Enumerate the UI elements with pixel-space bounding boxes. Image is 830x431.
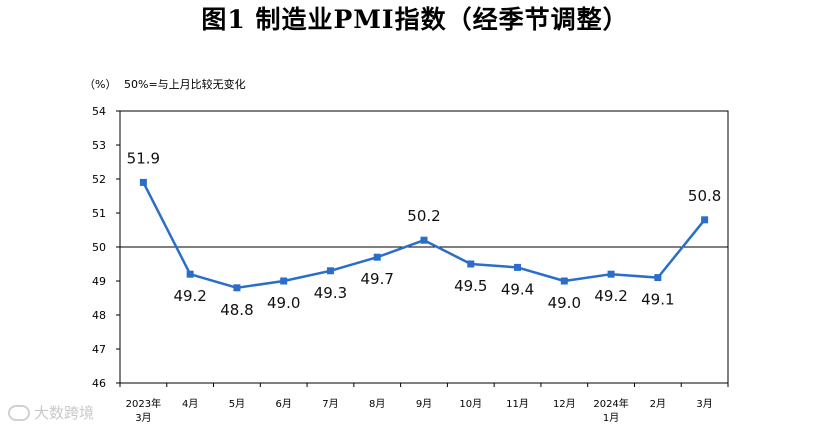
data-point-marker (701, 216, 709, 224)
x-tick-label: 2月 (650, 398, 666, 410)
y-tick-label: 47 (92, 343, 106, 356)
x-tick-label: 2023年 (126, 397, 161, 410)
y-tick-label: 50 (92, 241, 106, 254)
x-tick-label: 9月 (416, 398, 432, 410)
pmi-series-line (142, 181, 706, 290)
data-point-marker (186, 270, 194, 278)
x-tick-label: 5月 (229, 398, 245, 410)
x-tick-label: 3月 (696, 398, 712, 410)
watermark: 大数跨境 (8, 402, 94, 423)
data-point-marker (326, 267, 334, 275)
data-label: 49.2 (173, 287, 206, 305)
unit-label: （%） (84, 78, 117, 91)
data-label: 49.0 (548, 294, 581, 312)
data-label: 49.4 (501, 280, 534, 298)
data-point-marker (560, 277, 568, 285)
data-point-marker (280, 277, 288, 285)
y-tick-label: 52 (92, 173, 106, 186)
data-label: 49.5 (454, 277, 487, 295)
watermark-logo-icon (8, 404, 30, 421)
x-tick-label: 3月 (135, 412, 151, 424)
data-label: 49.0 (267, 294, 300, 312)
data-point-marker (233, 284, 241, 292)
x-tick-label: 12月 (553, 398, 576, 410)
data-point-marker (514, 263, 522, 271)
data-point-marker (607, 270, 615, 278)
watermark-text: 大数跨境 (34, 404, 95, 422)
data-label: 49.7 (361, 270, 394, 288)
y-tick-label: 53 (92, 139, 106, 152)
data-point-marker (139, 178, 147, 186)
data-label: 50.8 (688, 187, 721, 205)
x-tick-label: 2024年 (593, 397, 628, 410)
x-tick-label: 4月 (182, 398, 198, 410)
x-tick-label: 7月 (322, 398, 338, 410)
data-point-marker (373, 253, 381, 261)
data-point-marker (420, 236, 428, 244)
x-tick-label: 6月 (276, 398, 292, 410)
x-tick-label: 10月 (459, 398, 482, 410)
data-label: 51.9 (127, 149, 160, 167)
y-tick-label: 54 (92, 105, 106, 118)
x-tick-label: 1月 (603, 412, 619, 424)
data-label: 48.8 (220, 301, 253, 319)
x-tick-label: 11月 (506, 398, 529, 410)
y-tick-label: 51 (92, 207, 106, 220)
data-point-marker (654, 274, 662, 282)
data-label: 49.1 (641, 291, 674, 309)
data-point-marker (467, 260, 475, 268)
y-tick-label: 49 (92, 275, 106, 288)
x-tick-label: 8月 (369, 398, 385, 410)
data-label: 49.3 (314, 284, 347, 302)
chart-title: 图1 制造业PMI指数（经季节调整） (201, 5, 629, 34)
y-tick-label: 48 (92, 309, 106, 322)
data-label: 50.2 (407, 207, 440, 225)
reference-note: 50%=与上月比较无变化 (124, 78, 246, 91)
data-label: 49.2 (594, 287, 627, 305)
y-tick-label: 46 (92, 377, 106, 390)
